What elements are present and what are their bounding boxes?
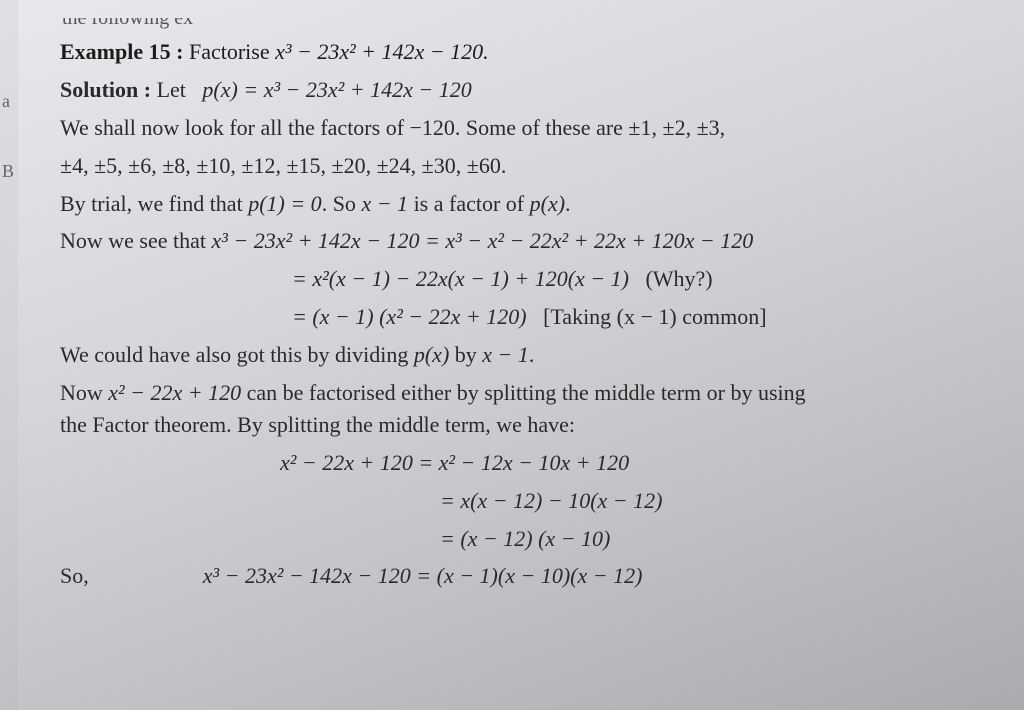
nq-a: Now bbox=[60, 380, 108, 405]
q2: = x(x − 12) − 10(x − 12) bbox=[440, 488, 662, 513]
nowsee-a: Now we see that bbox=[60, 228, 212, 253]
could-b: p(x) bbox=[414, 342, 449, 367]
example-label: Example 15 : bbox=[60, 39, 183, 64]
line-factors-list: ±4, ±5, ±6, ±8, ±10, ±12, ±15, ±20, ±24,… bbox=[60, 150, 980, 182]
example-heading: Example 15 : Factorise x³ − 23x² + 142x … bbox=[60, 36, 980, 68]
eq-line-1: = x²(x − 1) − 22x(x − 1) + 120(x − 1) (W… bbox=[292, 263, 980, 295]
line-could-also: We could have also got this by dividing … bbox=[60, 339, 980, 371]
trial-b: p(1) = 0 bbox=[248, 191, 322, 216]
eq2-note: [Taking (x − 1) common] bbox=[543, 304, 766, 329]
could-e: . bbox=[529, 342, 535, 367]
nowsee-b: x³ − 23x² + 142x − 120 = x³ − x² − 22x² … bbox=[212, 228, 754, 253]
nq-b: x² − 22x + 120 bbox=[108, 380, 241, 405]
quad-line-2: = x(x − 12) − 10(x − 12) bbox=[440, 485, 980, 517]
line-factors-intro: We shall now look for all the factors of… bbox=[60, 112, 980, 144]
eq2-expr: = (x − 1) (x² − 22x + 120) bbox=[292, 304, 527, 329]
trial-e: is a factor of bbox=[408, 191, 530, 216]
quad-line-3: = (x − 12) (x − 10) bbox=[440, 523, 980, 555]
could-a: We could have also got this by dividing bbox=[60, 342, 414, 367]
partial-cutoff-line: the following ex bbox=[62, 18, 980, 30]
trial-g: . bbox=[565, 191, 571, 216]
example-poly: x³ − 23x² + 142x − 120. bbox=[275, 39, 489, 64]
could-c: by bbox=[449, 342, 482, 367]
page-body: the following ex Example 15 : Factorise … bbox=[0, 0, 1024, 612]
solution-let: Let bbox=[157, 77, 186, 102]
q1: x² − 22x + 120 = x² − 12x − 10x + 120 bbox=[280, 450, 629, 475]
example-text-pre: Factorise bbox=[189, 39, 275, 64]
solution-label: Solution : bbox=[60, 77, 151, 102]
trial-f: p(x) bbox=[530, 191, 565, 216]
line-now-quad: Now x² − 22x + 120 can be factorised eit… bbox=[60, 377, 980, 409]
trial-c: . So bbox=[322, 191, 362, 216]
eq-line-2: = (x − 1) (x² − 22x + 120) [Taking (x − … bbox=[292, 301, 980, 333]
line-factor-theorem: the Factor theorem. By splitting the mid… bbox=[60, 409, 980, 441]
quad-line-1: x² − 22x + 120 = x² − 12x − 10x + 120 bbox=[280, 447, 980, 479]
so-eq: x³ − 23x² − 142x − 120 = (x − 1)(x − 10)… bbox=[203, 560, 643, 592]
p-def-lhs: p(x) = bbox=[202, 77, 258, 102]
could-d: x − 1 bbox=[482, 342, 529, 367]
eq1-why: (Why?) bbox=[645, 266, 712, 291]
trial-d: x − 1 bbox=[361, 191, 408, 216]
line-trial: By trial, we find that p(1) = 0. So x − … bbox=[60, 188, 980, 220]
nq-c: can be factorised either by splitting th… bbox=[241, 380, 806, 405]
p-def-rhs: x³ − 23x² + 142x − 120 bbox=[264, 77, 472, 102]
eq1-expr: = x²(x − 1) − 22x(x − 1) + 120(x − 1) bbox=[292, 266, 629, 291]
solution-line: Solution : Let p(x) = x³ − 23x² + 142x −… bbox=[60, 74, 980, 106]
q3: = (x − 12) (x − 10) bbox=[440, 526, 610, 551]
line-now-see: Now we see that x³ − 23x² + 142x − 120 =… bbox=[60, 225, 980, 257]
so-line: So, x³ − 23x² − 142x − 120 = (x − 1)(x −… bbox=[60, 560, 980, 592]
so-label: So, bbox=[60, 560, 89, 592]
trial-a: By trial, we find that bbox=[60, 191, 248, 216]
